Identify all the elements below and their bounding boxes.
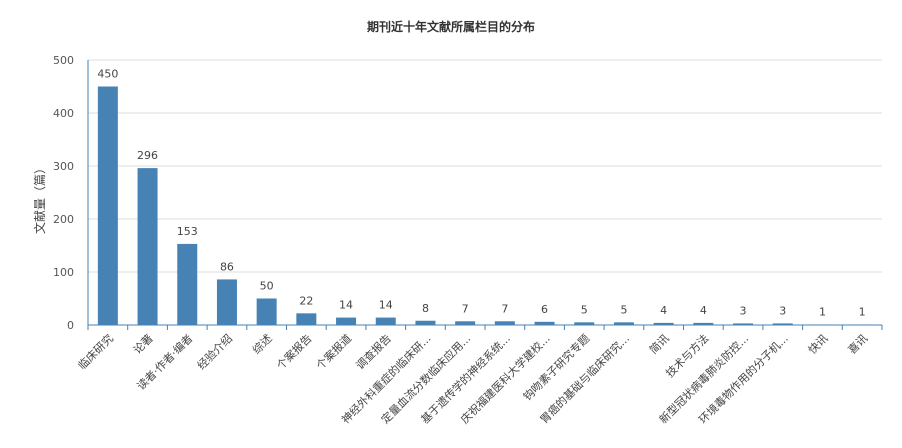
axes <box>87 60 883 330</box>
y-tick-label: 100 <box>53 266 74 279</box>
bar[interactable] <box>455 321 476 325</box>
bar[interactable] <box>812 324 833 325</box>
bar[interactable] <box>256 298 277 326</box>
bar[interactable] <box>296 313 317 325</box>
bar[interactable] <box>772 323 793 325</box>
bar[interactable] <box>494 321 515 325</box>
bar[interactable] <box>415 320 436 325</box>
data-label: 4 <box>700 304 707 317</box>
data-label: 5 <box>620 303 627 316</box>
data-label: 50 <box>260 280 274 293</box>
data-label: 3 <box>779 304 786 317</box>
y-tick-label: 0 <box>67 319 74 332</box>
bar[interactable] <box>653 322 674 325</box>
grid-lines <box>88 59 882 273</box>
bar[interactable] <box>177 243 198 325</box>
x-tick-label: 临床研究 <box>75 331 116 372</box>
x-tick-label: 快讯 <box>806 332 831 357</box>
data-label: 6 <box>541 303 548 316</box>
bar[interactable] <box>852 324 873 325</box>
y-tick-label: 500 <box>53 54 74 67</box>
x-tick-label: 调查报告 <box>353 331 394 372</box>
data-label: 14 <box>339 299 353 312</box>
x-tick-label: 综述 <box>249 331 274 356</box>
bar[interactable] <box>574 322 595 325</box>
data-label: 3 <box>740 304 747 317</box>
data-label: 1 <box>859 305 866 318</box>
x-tick-label: 个案报告 <box>273 331 314 372</box>
bars <box>97 86 873 326</box>
y-tick-label: 300 <box>53 160 74 173</box>
bar[interactable] <box>216 279 237 325</box>
data-label: 7 <box>501 302 508 315</box>
data-label: 450 <box>97 68 118 81</box>
x-tick-label: 经验介绍 <box>194 331 235 372</box>
data-label: 22 <box>299 294 313 307</box>
data-label: 1 <box>819 305 826 318</box>
data-label: 4 <box>660 304 667 317</box>
bar[interactable] <box>534 321 555 325</box>
chart-title: 期刊近十年文献所属栏目的分布 <box>366 20 535 34</box>
y-axis-title: 文献量（篇） <box>32 162 47 234</box>
data-label: 8 <box>422 302 429 315</box>
bar[interactable] <box>693 322 714 325</box>
data-label: 7 <box>462 302 469 315</box>
bar[interactable] <box>97 86 118 326</box>
bar[interactable] <box>137 168 158 325</box>
bar[interactable] <box>613 322 634 325</box>
bar[interactable] <box>336 317 357 325</box>
x-tick-label: 喜讯 <box>846 332 871 357</box>
data-label: 5 <box>581 303 588 316</box>
labels: 0100200300400500450临床研究296论著153读者·作者·编者8… <box>53 54 870 426</box>
data-label: 86 <box>220 260 234 273</box>
y-tick-label: 200 <box>53 213 74 226</box>
data-label: 14 <box>379 299 393 312</box>
x-tick-label: 个案报道 <box>313 331 354 372</box>
data-label: 153 <box>177 225 198 238</box>
x-tick-label: 简讯 <box>646 331 671 356</box>
bar[interactable] <box>733 323 754 325</box>
x-tick-label: 钩吻素子研究专题 <box>520 331 592 403</box>
y-tick-label: 400 <box>53 107 74 120</box>
x-tick-label: 论著 <box>130 331 155 356</box>
bar[interactable] <box>375 317 396 325</box>
data-label: 296 <box>137 149 158 162</box>
